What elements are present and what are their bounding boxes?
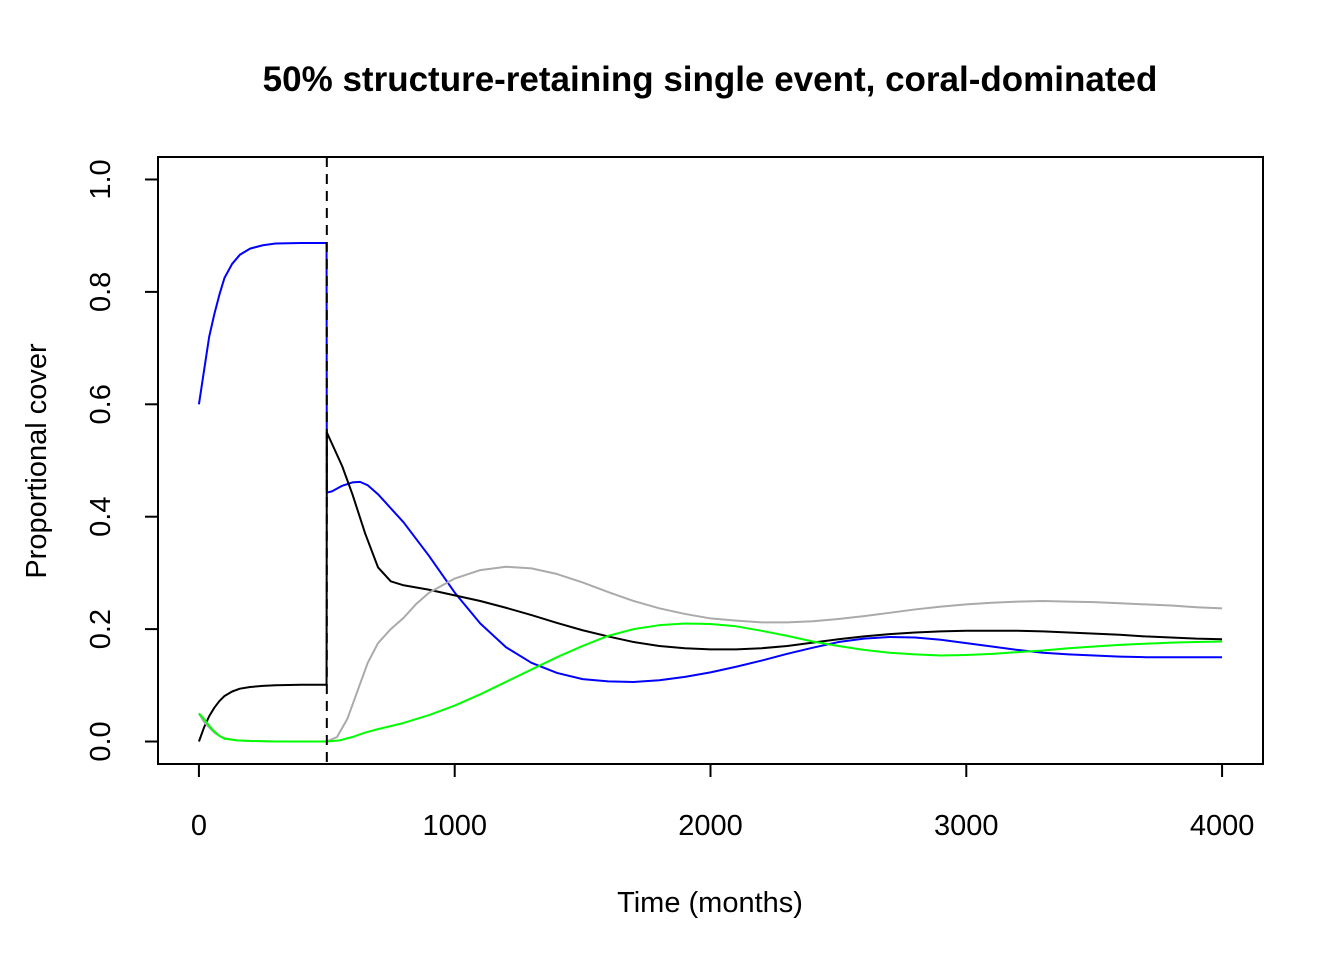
y-tick-label-5: 1.0 — [85, 159, 117, 199]
chart-title: 50% structure-retaining single event, co… — [263, 60, 1158, 99]
y-tick-label-3: 0.6 — [85, 384, 117, 424]
x-tick-label-1000: 1000 — [422, 810, 487, 842]
x-tick-label-2000: 2000 — [678, 810, 743, 842]
y-axis-label: Proportional cover — [21, 343, 53, 579]
series-line-1 — [197, 241, 1223, 683]
y-tick-label-0: 0.0 — [85, 721, 117, 761]
series-line-4 — [198, 622, 1223, 743]
y-tick-label-2: 0.4 — [85, 497, 117, 537]
x-tick-label-0: 0 — [191, 810, 207, 842]
y-tick-label-4: 0.8 — [85, 272, 117, 312]
plot-area: 0 1000 2000 3000 4000 0.0 0.2 0.4 0.6 0.8 1.0 — [85, 156, 1264, 842]
x-tick-label-3000: 3000 — [934, 810, 999, 842]
x-tick-label-4000: 4000 — [1190, 810, 1255, 842]
x-axis-label: Time (months) — [617, 887, 803, 919]
y-tick-label-1: 0.2 — [85, 609, 117, 649]
series-line-2 — [197, 431, 1223, 742]
